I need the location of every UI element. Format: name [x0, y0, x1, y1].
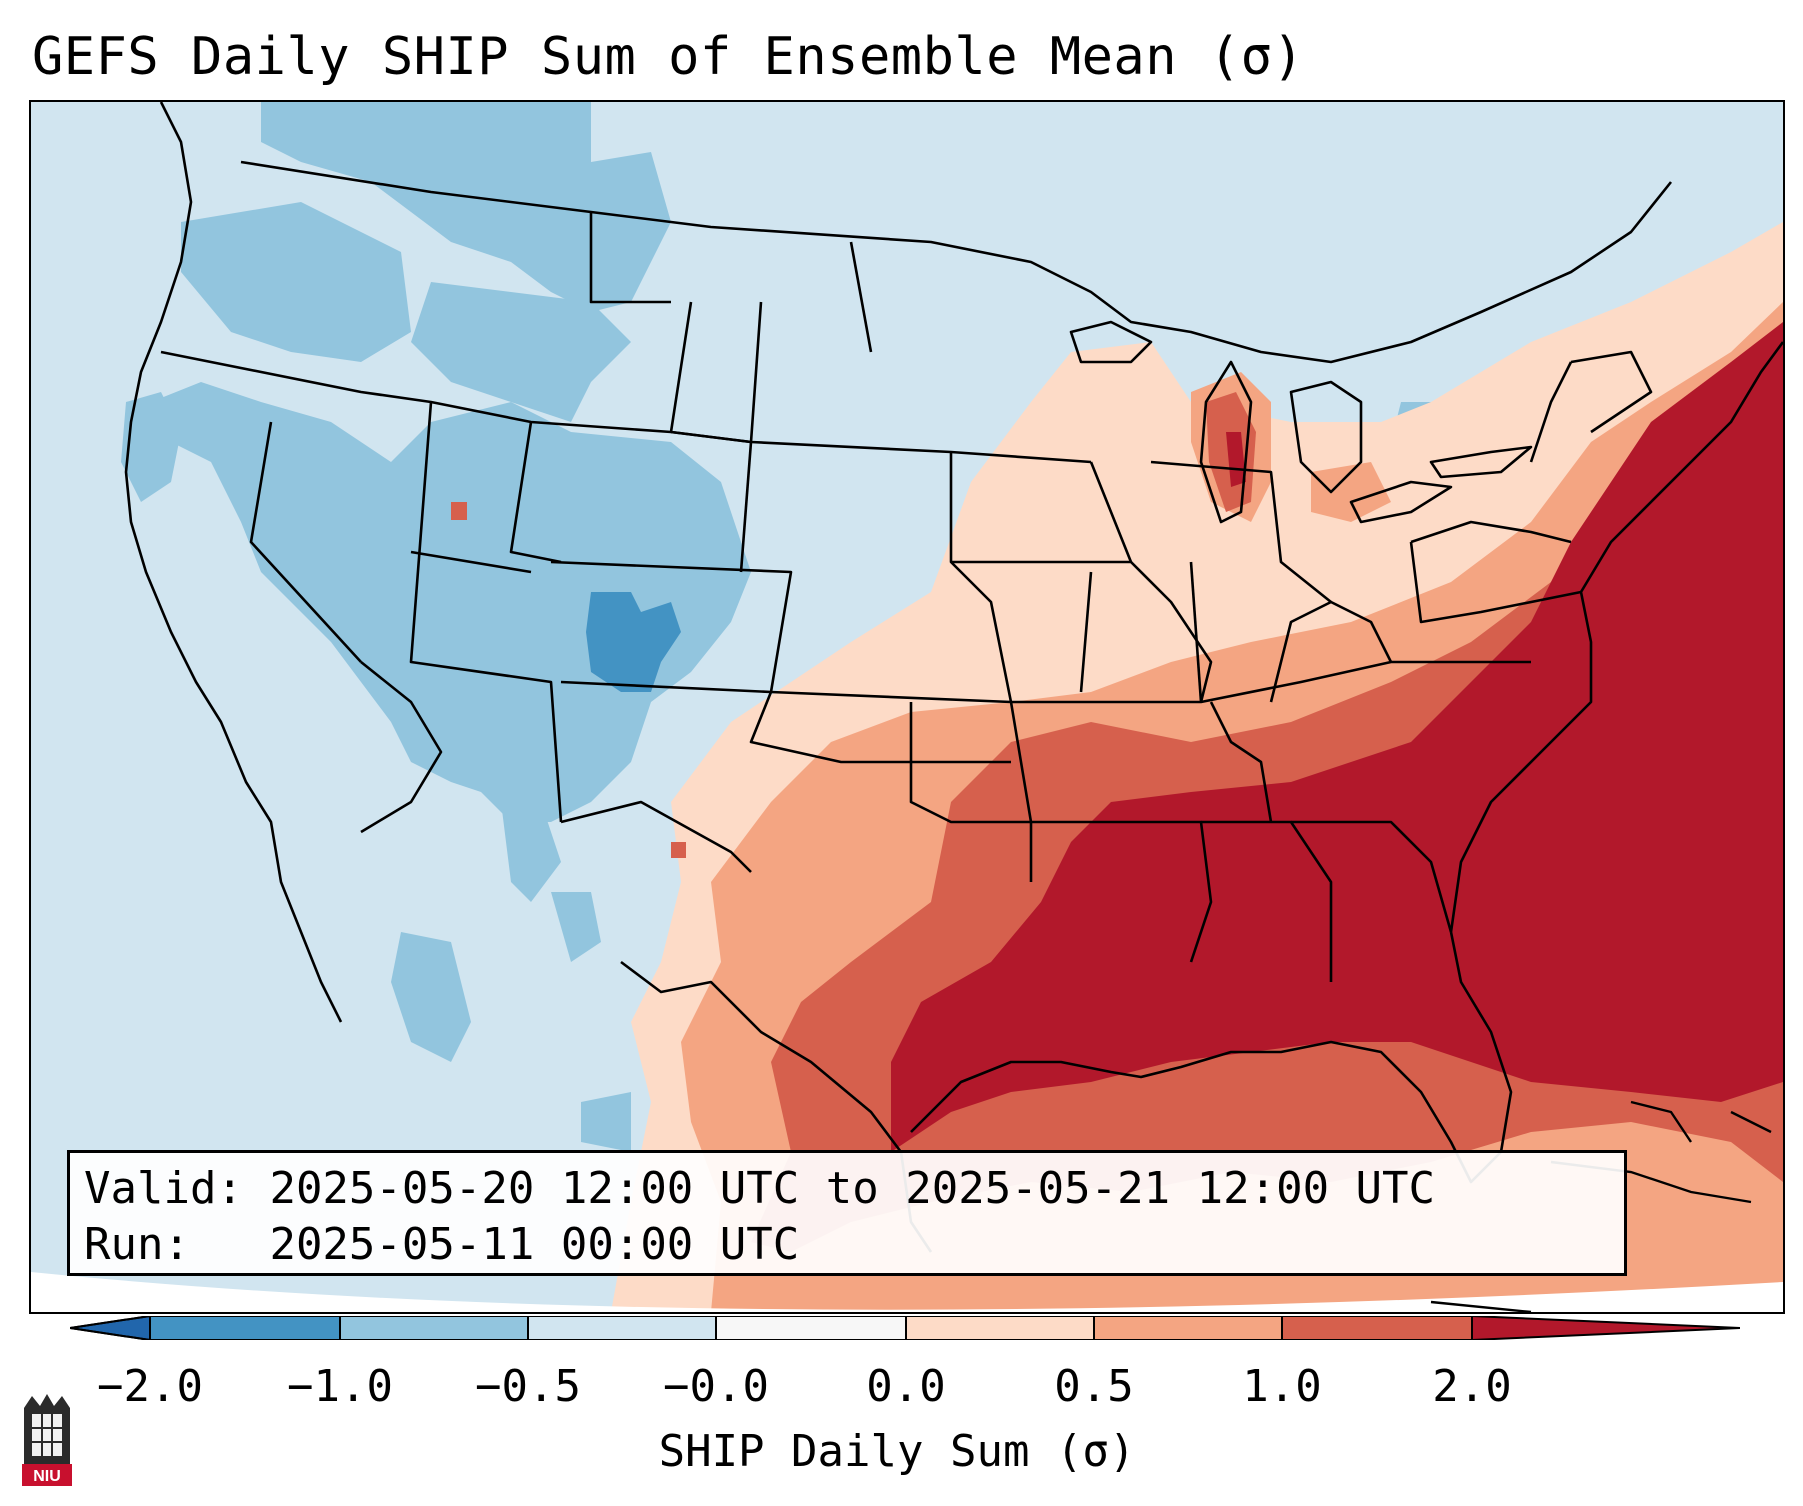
colorbar-bin — [150, 1316, 340, 1340]
valid-label: Valid: — [84, 1163, 243, 1214]
colorbar-bin — [340, 1316, 528, 1340]
political-boundaries — [124, 102, 1783, 1253]
extreme-positive-anomaly-region — [891, 322, 1783, 1152]
colorbar-bin — [906, 1316, 1094, 1340]
negative-anomaly-region — [121, 102, 1761, 1312]
ship-field-map — [31, 102, 1783, 1312]
colorbar-tick-label: 1.0 — [1242, 1361, 1322, 1412]
logo-text: NIU — [33, 1468, 61, 1485]
university-tower-icon: NIU — [22, 1394, 72, 1486]
map-title: GEFS Daily SHIP Sum of Ensemble Mean (σ) — [32, 27, 1305, 87]
colorbar-bin — [1282, 1316, 1472, 1340]
colorbar-tick-label: −0.0 — [663, 1361, 769, 1412]
colorbar-label: SHIP Daily Sum (σ) — [658, 1426, 1136, 1477]
colorbar-tick-label: 2.0 — [1432, 1361, 1512, 1412]
colorbar — [70, 1316, 1740, 1340]
colorbar-tick-label: 0.0 — [866, 1361, 946, 1412]
colorbar-tick-label: −2.0 — [97, 1361, 203, 1412]
colorbar-tick-label: −0.5 — [475, 1361, 581, 1412]
colorbar-over-extension — [1472, 1316, 1740, 1340]
colorbar-under-extension — [70, 1316, 151, 1340]
domain-edge-shade — [31, 1272, 1783, 1312]
colorbar-bin — [716, 1316, 906, 1340]
map-panel — [29, 100, 1785, 1314]
valid-time-range: 2025-05-20 12:00 UTC to 2025-05-21 12:00… — [269, 1163, 1436, 1214]
run-label: Run: — [84, 1219, 190, 1270]
run-time: 2025-05-11 00:00 UTC — [269, 1219, 800, 1270]
colorbar-tick-label: −1.0 — [287, 1361, 393, 1412]
colorbar-tick-label: 0.5 — [1054, 1361, 1134, 1412]
colorbar-bin — [1094, 1316, 1282, 1340]
valid-run-info-box: Valid: 2025-05-20 12:00 UTC to 2025-05-2… — [67, 1150, 1627, 1276]
colorbar-bin — [528, 1316, 716, 1340]
